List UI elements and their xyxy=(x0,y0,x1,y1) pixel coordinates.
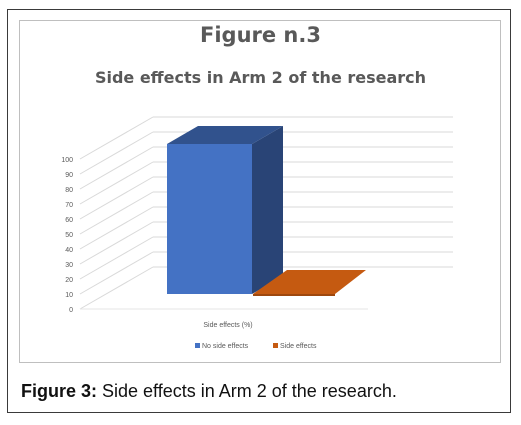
y-tick-label: 60 xyxy=(65,217,73,224)
legend-label: Side effects xyxy=(280,343,317,350)
gridline-side xyxy=(79,251,154,295)
gridline-side xyxy=(79,266,154,310)
bar-side-face xyxy=(252,126,283,294)
chart-title: Figure n.3 xyxy=(200,23,321,47)
x-axis-label: Side effects (%) xyxy=(203,322,252,329)
bars xyxy=(167,126,366,296)
chart-subtitle: Side effects in Arm 2 of the research xyxy=(94,68,427,87)
legend-label: No side effects xyxy=(202,343,249,350)
y-tick-label: 30 xyxy=(65,262,73,269)
gridline-side xyxy=(79,161,154,205)
legend: No side effects Side effects xyxy=(195,343,317,350)
bar-front-face xyxy=(167,144,252,294)
figure-caption: Figure 3: Side effects in Arm 2 of the r… xyxy=(21,381,397,402)
gridline-side xyxy=(79,221,154,265)
legend-swatch xyxy=(195,343,200,348)
y-axis-ticks: 0 10 20 30 40 50 60 70 80 90 100 xyxy=(61,157,73,314)
caption-text: Side effects in Arm 2 of the research. xyxy=(97,381,397,401)
gridline-side xyxy=(79,116,154,160)
bar-top-face xyxy=(253,270,366,294)
legend-swatch xyxy=(273,343,278,348)
bar-top-face xyxy=(167,126,283,144)
y-tick-label: 50 xyxy=(65,232,73,239)
y-tick-label: 0 xyxy=(69,307,73,314)
gridline-side xyxy=(79,176,154,220)
bar-front-face xyxy=(253,294,335,296)
bar-1 xyxy=(167,126,283,294)
caption-label: Figure 3: xyxy=(21,381,98,401)
gridline-side xyxy=(79,191,154,235)
y-tick-label: 20 xyxy=(65,277,73,284)
gridline-side xyxy=(79,146,154,190)
bar-2 xyxy=(253,270,366,296)
y-tick-label: 80 xyxy=(65,187,73,194)
y-tick-label: 10 xyxy=(65,292,73,299)
y-tick-label: 90 xyxy=(65,172,73,179)
y-tick-label: 70 xyxy=(65,202,73,209)
y-tick-label: 40 xyxy=(65,247,73,254)
gridline-side xyxy=(79,206,154,250)
gridline-side xyxy=(79,236,154,280)
gridline-side xyxy=(79,131,154,175)
y-tick-label: 100 xyxy=(61,157,73,164)
